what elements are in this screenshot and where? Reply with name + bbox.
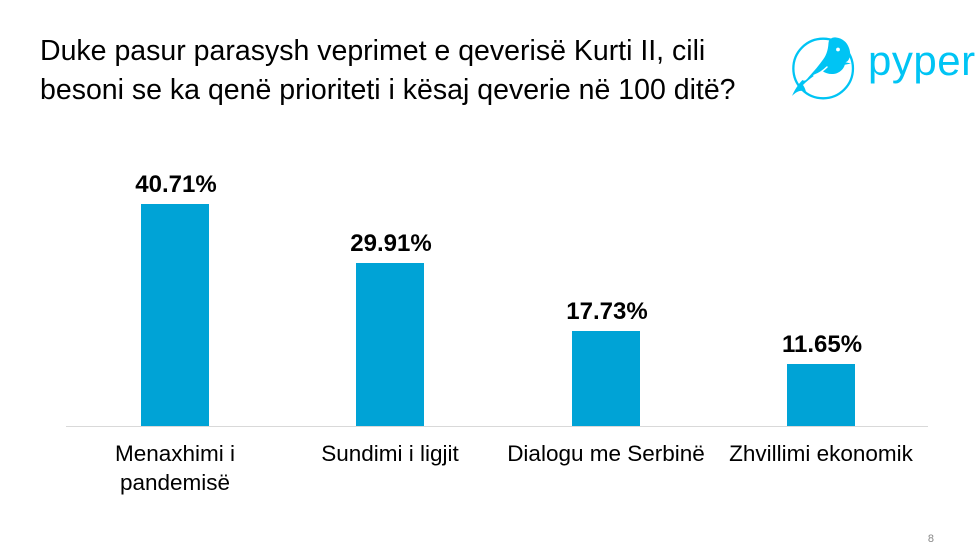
svg-text:pyper: pyper [868, 37, 976, 84]
